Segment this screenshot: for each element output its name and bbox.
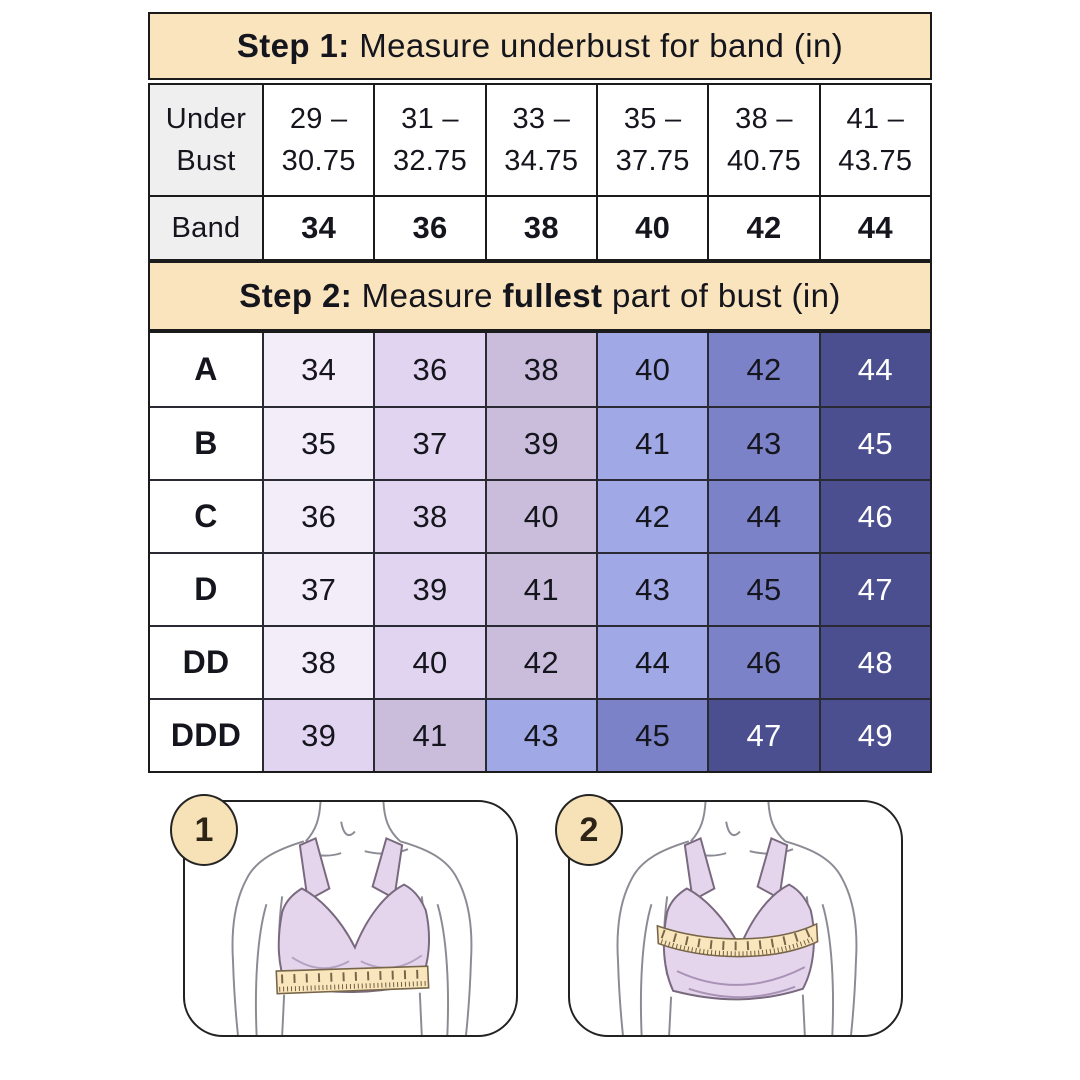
bust-size-cell: 47 (707, 698, 819, 771)
step2-badge: 2 (555, 794, 623, 866)
bust-size-cell: 49 (818, 698, 930, 771)
bust-size-cell: 39 (262, 698, 374, 771)
step2-header-text2: part of bust (in) (602, 277, 841, 314)
bust-size-cell: 37 (373, 406, 485, 479)
step2-header-text: Measure (352, 277, 503, 314)
bust-size-cell: 38 (373, 479, 485, 552)
bust-size-cell: 37 (262, 552, 374, 625)
bra-illustration (277, 837, 430, 993)
bust-size-cell: 38 (262, 625, 374, 698)
bust-size-cell: 41 (484, 552, 596, 625)
underbust-row-label: Under Bust (150, 85, 262, 195)
band-size-table: Under Bust 29 –30.75 31 –32.75 33 –34.75… (148, 83, 932, 261)
underbust-illustration-card (183, 800, 518, 1037)
bust-size-cell: 45 (596, 698, 708, 771)
bust-size-cell: 40 (373, 625, 485, 698)
bust-size-cell: 39 (373, 552, 485, 625)
figure-fullest-bust: 2 (555, 794, 903, 1037)
bust-size-cell: 43 (484, 698, 596, 771)
band-size-cell: 40 (596, 195, 708, 259)
step1-header-text: Measure underbust for band (in) (349, 27, 844, 64)
cup-row-label: C (150, 479, 262, 552)
bust-size-cell: 34 (262, 333, 374, 406)
cup-row-label: DD (150, 625, 262, 698)
bust-size-cell: 40 (596, 333, 708, 406)
band-size-cell: 44 (818, 195, 930, 259)
step1-header: Step 1: Measure underbust for band (in) (148, 12, 932, 80)
fullest-bust-measure-illustration (616, 802, 858, 1035)
bust-size-cell: 45 (818, 406, 930, 479)
bust-size-cell: 45 (707, 552, 819, 625)
size-guide: Step 1: Measure underbust for band (in) … (148, 0, 932, 1037)
bust-size-cell: 36 (373, 333, 485, 406)
bust-size-cell: 38 (484, 333, 596, 406)
bust-size-cell: 43 (707, 406, 819, 479)
bust-size-cell: 39 (484, 406, 596, 479)
band-row-label: Band (150, 195, 262, 259)
band-size-cell: 42 (707, 195, 819, 259)
measuring-tape-bust (656, 922, 819, 958)
underbust-range-cell: 38 –40.75 (707, 85, 819, 195)
bust-size-cell: 47 (818, 552, 930, 625)
cup-row-label: DDD (150, 698, 262, 771)
band-size-cell: 36 (373, 195, 485, 259)
step1-header-bold: Step 1: (236, 27, 350, 64)
step2-header: Step 2: Measure fullest part of bust (in… (148, 261, 932, 331)
underbust-range-cell: 29 –30.75 (262, 85, 374, 195)
underbust-label-line1: Under (165, 102, 247, 135)
bust-size-cell: 43 (596, 552, 708, 625)
step2-header-bold2: fullest (502, 277, 603, 314)
underbust-measure-illustration (231, 802, 473, 1035)
cup-row-label: A (150, 333, 262, 406)
bust-size-cell: 40 (484, 479, 596, 552)
bust-size-cell: 41 (373, 698, 485, 771)
bust-size-cell: 46 (818, 479, 930, 552)
underbust-range-cell: 31 –32.75 (373, 85, 485, 195)
cup-size-table: A 34 36 38 40 42 44 B 35 37 39 41 43 45 … (148, 331, 932, 773)
measuring-tape-underbust (275, 965, 430, 995)
band-size-cell: 38 (484, 195, 596, 259)
bust-size-cell: 48 (818, 625, 930, 698)
cup-row-label: B (150, 406, 262, 479)
step2-header-bold: Step 2: (239, 277, 353, 314)
bust-size-cell: 42 (484, 625, 596, 698)
band-size-cell: 34 (262, 195, 374, 259)
underbust-range-cell: 33 –34.75 (484, 85, 596, 195)
bust-size-cell: 36 (262, 479, 374, 552)
bust-size-cell: 46 (707, 625, 819, 698)
underbust-label-line2: Bust (176, 145, 236, 177)
bust-size-cell: 42 (596, 479, 708, 552)
figure-underbust: 1 (170, 794, 518, 1037)
underbust-range-cell: 41 –43.75 (818, 85, 930, 195)
bust-size-cell: 42 (707, 333, 819, 406)
bust-size-cell: 44 (596, 625, 708, 698)
underbust-range-cell: 35 –37.75 (596, 85, 708, 195)
bra-illustration (662, 837, 815, 1001)
cup-row-label: D (150, 552, 262, 625)
fullest-bust-illustration-card (568, 800, 903, 1037)
step1-badge: 1 (170, 794, 238, 866)
bust-size-cell: 44 (818, 333, 930, 406)
measurement-illustrations: 1 (148, 794, 932, 1037)
bust-size-cell: 41 (596, 406, 708, 479)
bust-size-cell: 35 (262, 406, 374, 479)
bust-size-cell: 44 (707, 479, 819, 552)
